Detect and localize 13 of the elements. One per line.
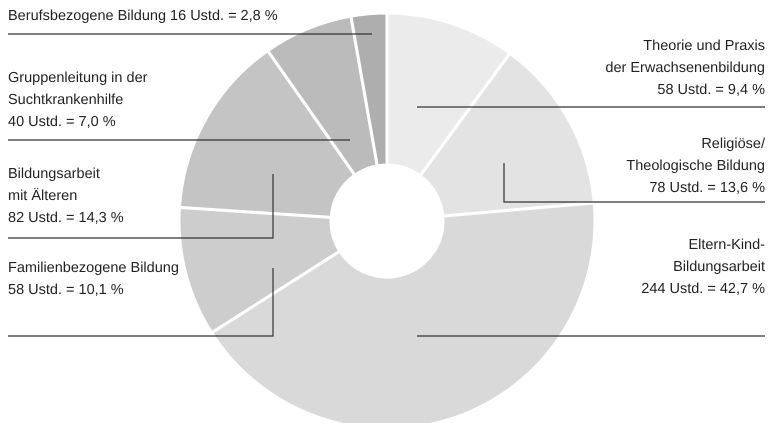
slice-label: Bildungsarbeit mit Älteren	[8, 166, 100, 204]
slice-label: Eltern-Kind-Bildungsarbeit	[673, 237, 766, 275]
slice-label: Gruppenleitung in der Suchtkrankenhilfe	[8, 70, 148, 108]
slice-label: Theorie und Praxis der Erwachsenenbildung	[605, 38, 765, 76]
slice-label: Berufsbezogene Bildung 16 Ustd. = 2,8 %	[8, 8, 278, 24]
data-label: 82 Ustd. = 14,3 %	[8, 210, 124, 226]
data-label: 244 Ustd. = 42,7 %	[641, 281, 766, 297]
data-label: 58 Ustd. = 10,1 %	[8, 282, 124, 298]
data-label: 78 Ustd. = 13,6 %	[649, 180, 766, 196]
slice-label: Familienbezogene Bildung	[8, 260, 179, 276]
data-label: 58 Ustd. = 9,4 %	[657, 82, 766, 98]
data-label: 40 Ustd. = 7,0 %	[8, 114, 116, 130]
slice-label: Religiöse/ Theologische Bildung	[626, 136, 766, 174]
